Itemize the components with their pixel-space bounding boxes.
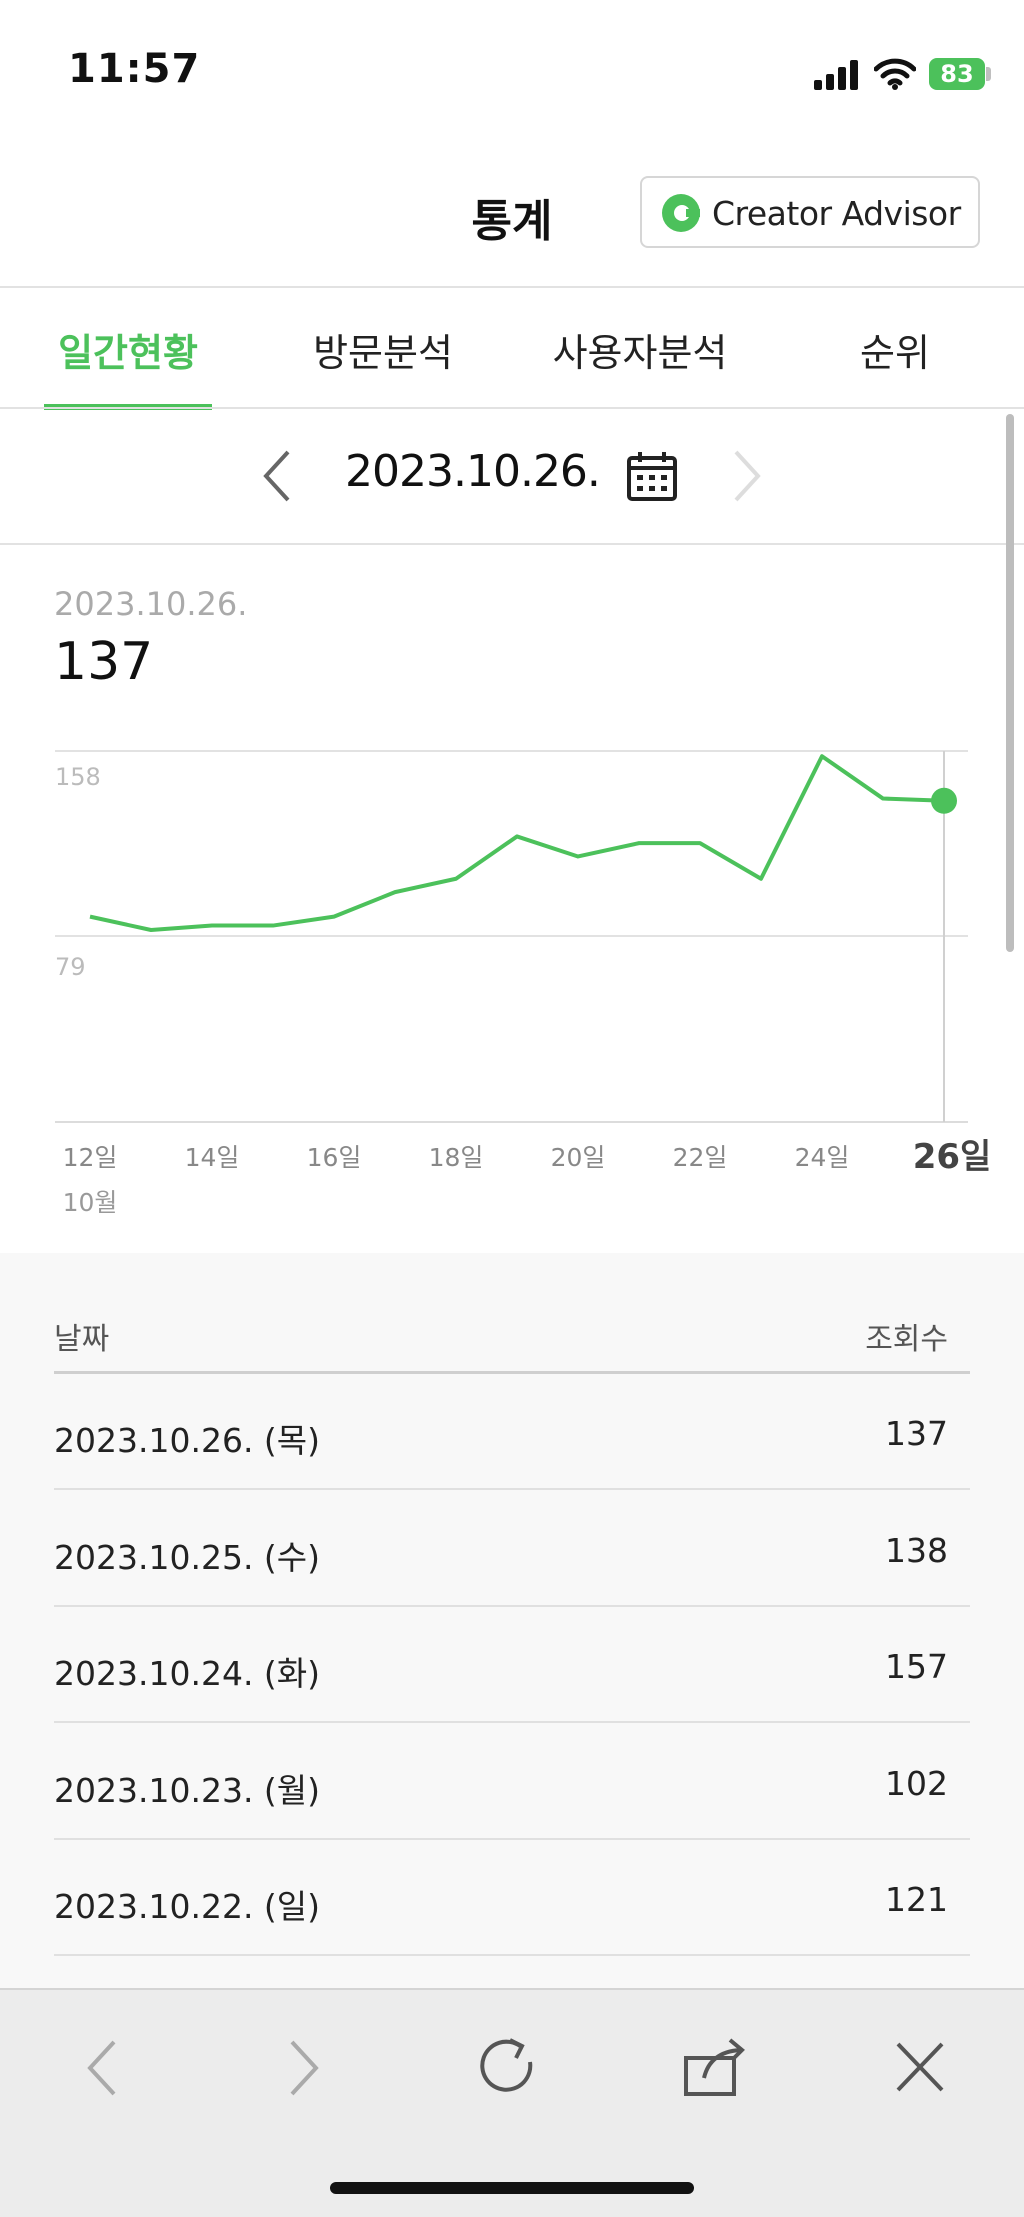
table-row-date: 2023.10.23. (월): [54, 1771, 321, 1810]
close-icon[interactable]: [880, 2028, 960, 2108]
x-tick-label: 16일: [307, 1143, 362, 1172]
forward-icon[interactable]: [264, 2028, 344, 2108]
highlight-point: [931, 787, 957, 814]
table-row-divider: [54, 1954, 970, 1956]
page-title: 통계: [471, 196, 553, 247]
table-header-views: 조회수: [865, 1322, 948, 1357]
home-indicator: [330, 2182, 694, 2194]
tabs-divider: [0, 407, 1024, 409]
table-header-line: [54, 1371, 970, 1374]
table-row-date: 2023.10.22. (일): [54, 1887, 321, 1926]
creator-advisor-button[interactable]: Creator Advisor: [640, 176, 980, 248]
x-tick-label: 12일: [63, 1143, 118, 1172]
table-row-divider: [54, 1605, 970, 1607]
prev-date-chevron-icon[interactable]: [258, 448, 298, 504]
table-row-date: 2023.10.25. (수): [54, 1538, 321, 1577]
table-row-views: 137: [885, 1414, 948, 1453]
table-row-views: 138: [885, 1531, 948, 1570]
tab-user-analysis[interactable]: 사용자분석: [552, 331, 728, 375]
creator-advisor-label: Creator Advisor: [712, 194, 961, 233]
x-tick-label: 20일: [551, 1143, 606, 1172]
battery-icon: 83: [929, 58, 985, 90]
x-tick-label: 18일: [429, 1143, 484, 1172]
x-tick-label: 24일: [795, 1143, 850, 1172]
table-row-date: 2023.10.24. (화): [54, 1654, 321, 1693]
tab-daily[interactable]: 일간현황: [58, 331, 198, 375]
status-time: 11:57: [68, 46, 201, 92]
date-nav-divider: [0, 543, 1024, 545]
table-row-views: 121: [885, 1880, 948, 1919]
x-tick-label: 14일: [185, 1143, 240, 1172]
table-row-date: 2023.10.26. (목): [54, 1421, 321, 1460]
table-row-divider: [54, 1838, 970, 1840]
table-background: [0, 1253, 1024, 1988]
table-row-divider: [54, 1721, 970, 1723]
tab-ranking[interactable]: 순위: [860, 331, 930, 375]
x-tick-label: 26일: [913, 1137, 992, 1177]
wifi-icon: [874, 58, 916, 90]
y-tick-label: 158: [55, 763, 101, 791]
reload-icon[interactable]: [470, 2028, 550, 2108]
cellular-signal-icon: [814, 60, 858, 90]
x-tick-label: 22일: [673, 1143, 728, 1172]
browser-toolbar: [0, 1988, 1024, 2217]
calendar-icon[interactable]: [626, 450, 678, 502]
share-icon[interactable]: [674, 2028, 754, 2108]
series-line: [89, 754, 945, 932]
summary-date: 2023.10.26.: [54, 585, 248, 623]
back-icon[interactable]: [62, 2028, 142, 2108]
creator-advisor-logo-icon: [662, 194, 700, 232]
y-tick-label: 79: [55, 953, 86, 981]
table-row-views: 102: [885, 1764, 948, 1803]
month-label: 10월: [63, 1188, 118, 1217]
selected-date: 2023.10.26.: [345, 446, 601, 497]
table-row-views: 157: [885, 1647, 948, 1686]
scrollbar[interactable]: [1006, 414, 1014, 952]
next-date-chevron-icon[interactable]: [726, 448, 766, 504]
table-row-divider: [54, 1488, 970, 1490]
header-divider: [0, 286, 1024, 288]
summary-value: 137: [54, 632, 154, 692]
table-header-date: 날짜: [54, 1322, 110, 1357]
battery-tip: [986, 67, 991, 81]
views-line-chart: 158 79 12일 14일 16일 18일 20일 22일 24일 26일 10월: [55, 750, 992, 1217]
tab-visit-analysis[interactable]: 방문분석: [313, 331, 453, 375]
